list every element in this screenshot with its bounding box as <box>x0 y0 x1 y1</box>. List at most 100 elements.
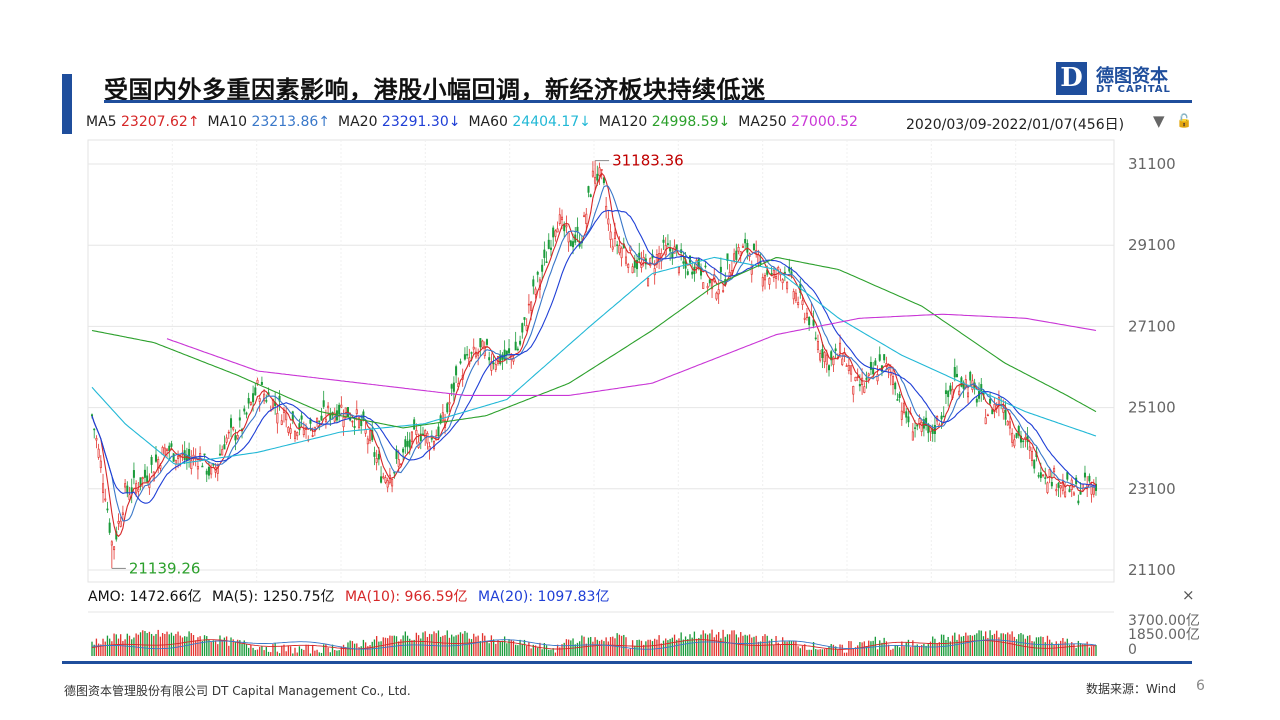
volume-bar <box>713 637 715 656</box>
candle-body <box>397 459 400 467</box>
volume-bar <box>548 649 550 656</box>
candle-body <box>1077 500 1080 504</box>
candle-body <box>141 477 144 480</box>
volume-bar <box>766 635 768 656</box>
volume-bar <box>111 641 113 656</box>
volume-bar <box>925 645 927 656</box>
volume-bar <box>413 639 415 656</box>
range-dropdown-icon[interactable]: ▼ <box>1153 112 1165 130</box>
candle-body <box>1083 472 1086 478</box>
volume-bar <box>495 643 497 656</box>
volume-bar <box>320 652 323 656</box>
candle-body <box>1053 467 1056 473</box>
volume-bar <box>649 639 651 656</box>
volume-bar <box>940 634 943 656</box>
date-range-label: 2020/03/09-2022/01/07(456日) <box>906 117 1125 133</box>
candle-body <box>477 353 480 356</box>
candle-body <box>702 282 705 289</box>
volume-bar <box>614 638 616 656</box>
volume-bar <box>199 636 201 656</box>
volume-bar <box>669 638 671 656</box>
candle-body <box>516 348 519 351</box>
candle-body <box>472 346 475 350</box>
candle-body <box>786 281 789 290</box>
volume-bar <box>715 634 718 656</box>
candle-body <box>735 250 738 260</box>
candle-body <box>252 393 255 403</box>
lock-icon[interactable]: 🔓 <box>1176 114 1193 129</box>
y-tick-label: 25100 <box>1128 399 1176 417</box>
candle-body <box>247 398 250 404</box>
footer-divider <box>62 661 1192 664</box>
close-icon[interactable]: × <box>1182 586 1195 604</box>
volume-bar <box>448 637 451 656</box>
volume-bar <box>100 644 102 656</box>
candle-body <box>669 247 672 252</box>
candle-body <box>137 488 140 492</box>
candle-body <box>519 340 522 345</box>
candle-body <box>99 460 102 469</box>
volume-bar <box>117 638 120 656</box>
volume-bar <box>642 644 645 656</box>
candle-body <box>1002 407 1005 413</box>
volume-bar <box>1000 633 1002 656</box>
volume-bar <box>1057 643 1060 656</box>
volume-bar <box>561 644 563 656</box>
ma-legend-label-ma10: MA10 <box>207 114 252 130</box>
candle-body <box>856 376 859 379</box>
volume-bar <box>806 649 808 656</box>
volume-bar <box>788 640 790 656</box>
candle-body <box>905 411 908 418</box>
candle-body <box>624 256 628 264</box>
volume-bar <box>186 636 188 656</box>
candle-body <box>1055 489 1058 492</box>
y-tick-label: 21100 <box>1128 561 1176 579</box>
volume-bar <box>565 639 568 656</box>
volume-bar <box>684 636 687 656</box>
volume-bar <box>689 634 691 656</box>
volume-tick-label: 1850.00亿 <box>1128 627 1200 643</box>
candle-body <box>649 258 652 267</box>
volume-bar <box>711 629 713 656</box>
volume-bar <box>574 644 576 656</box>
candle-body <box>430 438 433 440</box>
candle-body <box>320 415 323 421</box>
candle-body <box>121 512 124 515</box>
volume-bar <box>768 640 771 656</box>
volume-bar <box>486 641 488 656</box>
volume-bar <box>481 633 484 656</box>
volume-bar <box>506 643 508 656</box>
ma-legend-label-ma60: MA60 <box>468 114 513 130</box>
volume-bar <box>682 639 685 656</box>
volume-bar <box>938 642 940 656</box>
volume-bar <box>223 637 226 656</box>
candle-body <box>384 477 387 483</box>
candle-body <box>816 341 819 350</box>
volume-bar <box>949 641 952 656</box>
candle-body <box>446 403 449 413</box>
candle-body <box>706 285 709 289</box>
volume-bar <box>773 644 775 656</box>
volume-bar <box>166 631 168 656</box>
volume-bar <box>1020 633 1022 656</box>
volume-bar <box>645 641 647 656</box>
volume-bar <box>929 641 932 656</box>
candle-body <box>373 452 376 457</box>
volume-bar <box>868 640 870 656</box>
volume-bar <box>793 640 795 656</box>
volume-bar <box>236 639 239 656</box>
ma-line-ma250 <box>166 313 1097 396</box>
candle-body <box>404 439 407 448</box>
candle-body <box>847 365 850 371</box>
volume-bar <box>651 641 654 656</box>
ma-line-ma60 <box>91 256 1097 465</box>
candle-body <box>863 386 866 393</box>
candle-body <box>234 435 237 441</box>
volume-bar <box>876 649 879 656</box>
ma-legend-value-ma250: 27000.52 <box>791 114 858 130</box>
volume-bar <box>647 639 649 656</box>
volume-bar <box>943 634 945 656</box>
volume-bar <box>263 650 265 656</box>
volume-bar <box>380 641 382 656</box>
